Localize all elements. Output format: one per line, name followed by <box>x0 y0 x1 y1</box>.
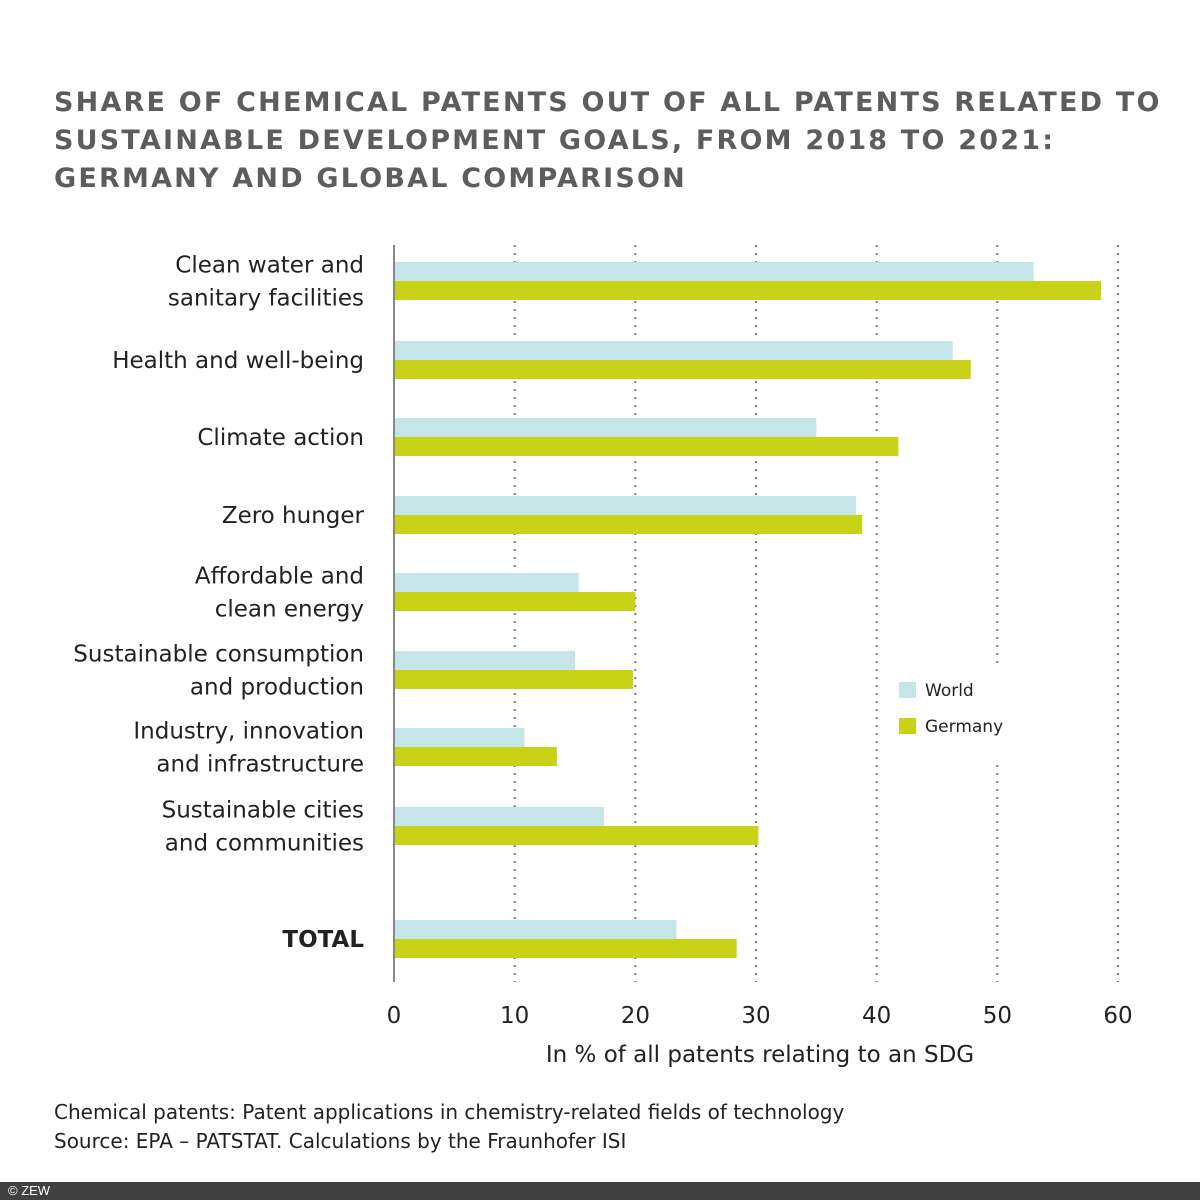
x-tick-label: 60 <box>1103 1003 1132 1029</box>
copyright-bar: © ZEW <box>0 1182 1200 1200</box>
category-label: Clean water and <box>175 253 364 279</box>
category-label: Affordable and <box>195 564 364 590</box>
x-tick-label: 30 <box>741 1003 770 1029</box>
category-label: Sustainable consumption <box>73 642 364 668</box>
category-label: and communities <box>165 831 364 857</box>
category-label: TOTAL <box>282 927 364 953</box>
category-label: Climate action <box>197 425 364 451</box>
category-label: Industry, innovation <box>133 719 364 745</box>
footnote-source: Source: EPA – PATSTAT. Calculations by t… <box>54 1129 626 1153</box>
bar-world <box>394 728 524 747</box>
bar-germany <box>394 826 758 845</box>
legend-label: World <box>925 681 974 701</box>
bar-world <box>394 920 676 939</box>
x-axis-label: In % of all patents relating to an SDG <box>546 1042 974 1068</box>
category-label: clean energy <box>215 597 364 623</box>
footnote-definition: Chemical patents: Patent applications in… <box>54 1100 844 1124</box>
bar-germany <box>394 670 633 689</box>
bar-chart: Clean water and sanitary facilities Health… <box>0 0 1200 1100</box>
bar-germany <box>394 747 557 766</box>
bar-world <box>394 651 575 670</box>
category-label: Zero hunger <box>222 503 365 529</box>
x-tick-label: 20 <box>621 1003 650 1029</box>
category-label: Sustainable cities <box>162 798 364 824</box>
bar-world <box>394 341 953 360</box>
legend-swatch-world <box>899 682 916 698</box>
bar-germany <box>394 515 862 534</box>
bar-germany <box>394 939 737 958</box>
category-label: sanitary facilities <box>168 286 364 312</box>
category-label: and production <box>190 675 364 701</box>
bar-world <box>394 807 604 826</box>
bar-world <box>394 418 816 437</box>
category-label: Health and well-being <box>112 348 364 374</box>
category-label: and infrastructure <box>156 752 364 778</box>
bar-world <box>394 573 579 592</box>
x-tick-label: 0 <box>387 1003 402 1029</box>
x-tick-label: 10 <box>500 1003 529 1029</box>
legend-label: Germany <box>925 717 1003 737</box>
legend-swatch-germany <box>899 718 916 734</box>
bar-germany <box>394 281 1101 300</box>
bar-germany <box>394 360 971 379</box>
x-tick-label: 50 <box>983 1003 1012 1029</box>
x-tick-label: 40 <box>862 1003 891 1029</box>
bar-germany <box>394 437 898 456</box>
bar-germany <box>394 592 635 611</box>
bar-world <box>394 262 1034 281</box>
bar-world <box>394 496 856 515</box>
